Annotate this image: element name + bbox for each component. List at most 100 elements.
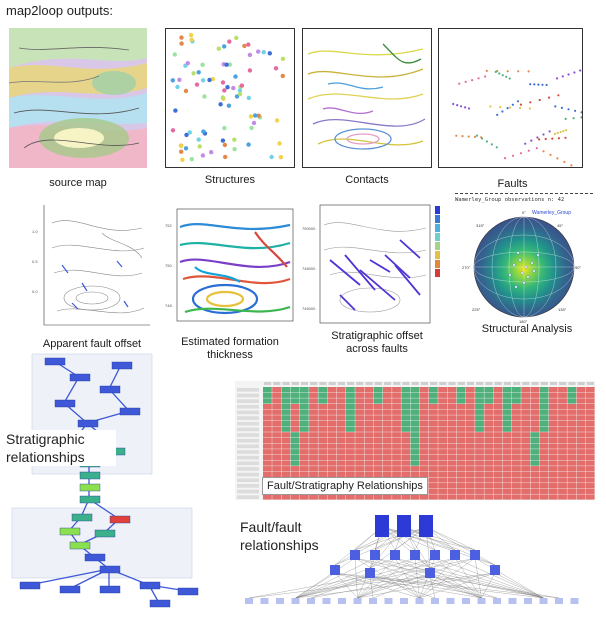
table-cell xyxy=(438,494,448,500)
table-cell xyxy=(290,471,300,477)
graph-edge xyxy=(481,572,496,599)
table-cell xyxy=(364,454,374,461)
table-cell xyxy=(392,403,401,410)
table-cell xyxy=(558,460,567,466)
fault-point xyxy=(549,153,552,156)
graph-node xyxy=(419,515,433,537)
table-cell xyxy=(401,432,411,438)
table-cell xyxy=(364,409,374,415)
fault-point xyxy=(529,101,532,104)
table-cell xyxy=(419,415,429,421)
table-cell xyxy=(475,426,484,432)
graph-edge xyxy=(295,557,376,599)
table-header-cell xyxy=(503,382,511,385)
fault-point xyxy=(506,70,509,73)
table-cell xyxy=(530,398,540,404)
table-cell xyxy=(548,437,558,444)
table-cell xyxy=(447,426,457,432)
table-cell xyxy=(585,494,595,500)
fault-point xyxy=(494,70,497,73)
table-cell xyxy=(558,449,567,455)
table-cell xyxy=(548,494,558,500)
table-header-cell xyxy=(457,382,465,385)
table-cell xyxy=(567,387,577,393)
table-header-cell xyxy=(273,382,281,385)
structure-point xyxy=(184,132,189,138)
table-cell xyxy=(502,432,512,438)
table-header-cell xyxy=(559,382,567,385)
table-cell xyxy=(484,460,494,466)
table-cell xyxy=(299,387,309,393)
table-cell xyxy=(576,454,586,461)
table-cell xyxy=(558,488,567,494)
structure-point xyxy=(246,142,251,147)
table-cell xyxy=(484,494,494,500)
table-cell xyxy=(318,454,328,461)
table-cell xyxy=(290,426,300,432)
source-map-image xyxy=(9,28,147,168)
table-cell xyxy=(355,403,365,410)
flow-edge xyxy=(28,568,110,586)
fault-point xyxy=(556,157,559,160)
table-cell xyxy=(475,460,484,466)
structure-point xyxy=(246,95,251,101)
fault-point xyxy=(524,142,527,145)
table-cell xyxy=(465,488,475,494)
table-cell xyxy=(392,494,401,500)
table-cell xyxy=(429,437,438,444)
table-cell xyxy=(419,437,429,444)
table-cell xyxy=(456,443,466,449)
table-cell xyxy=(309,466,318,472)
table-cell xyxy=(410,454,420,461)
fault-point xyxy=(561,75,564,78)
table-cell xyxy=(309,420,318,427)
table-cell xyxy=(410,398,420,404)
fault-point xyxy=(564,136,567,139)
fault-point xyxy=(501,74,504,77)
table-header-cell xyxy=(549,382,558,385)
table-cell xyxy=(585,477,595,483)
structures-panel xyxy=(165,28,295,168)
table-header-cell xyxy=(466,382,475,385)
table-cell xyxy=(438,454,448,461)
structure-point xyxy=(189,157,194,162)
table-cell xyxy=(539,449,549,455)
fault-point xyxy=(490,143,493,146)
table-cell xyxy=(558,466,567,472)
table-cell xyxy=(290,398,300,404)
table-cell xyxy=(576,471,586,477)
table-cell xyxy=(530,420,540,427)
table-cell xyxy=(419,392,429,398)
structure-point xyxy=(278,155,284,160)
table-cell xyxy=(567,432,577,438)
fault-point xyxy=(563,160,566,163)
table-cell xyxy=(493,460,503,466)
table-cell xyxy=(327,494,337,500)
table-cell xyxy=(309,403,318,410)
table-cell xyxy=(299,437,309,444)
table-cell xyxy=(281,466,291,472)
table-cell xyxy=(530,471,540,477)
table-cell xyxy=(429,443,438,449)
table-cell xyxy=(558,477,567,483)
table-header-cell xyxy=(439,382,447,385)
table-cell xyxy=(585,426,595,432)
table-header-cell xyxy=(531,382,539,385)
table-cell xyxy=(438,488,448,494)
structure-point xyxy=(267,51,272,56)
table-cell xyxy=(392,466,401,472)
table-cell xyxy=(585,466,595,472)
fault-point xyxy=(557,94,560,97)
graph-node xyxy=(462,598,470,604)
table-cell xyxy=(364,437,374,444)
table-row-label xyxy=(237,427,259,432)
table-cell xyxy=(299,415,309,421)
table-cell xyxy=(336,403,346,410)
table-cell xyxy=(355,409,365,415)
table-cell xyxy=(382,398,392,404)
fault-point xyxy=(460,105,463,108)
fault-point xyxy=(579,69,582,72)
table-cell xyxy=(438,392,448,398)
flow-node xyxy=(84,553,106,562)
table-cell xyxy=(346,403,355,410)
